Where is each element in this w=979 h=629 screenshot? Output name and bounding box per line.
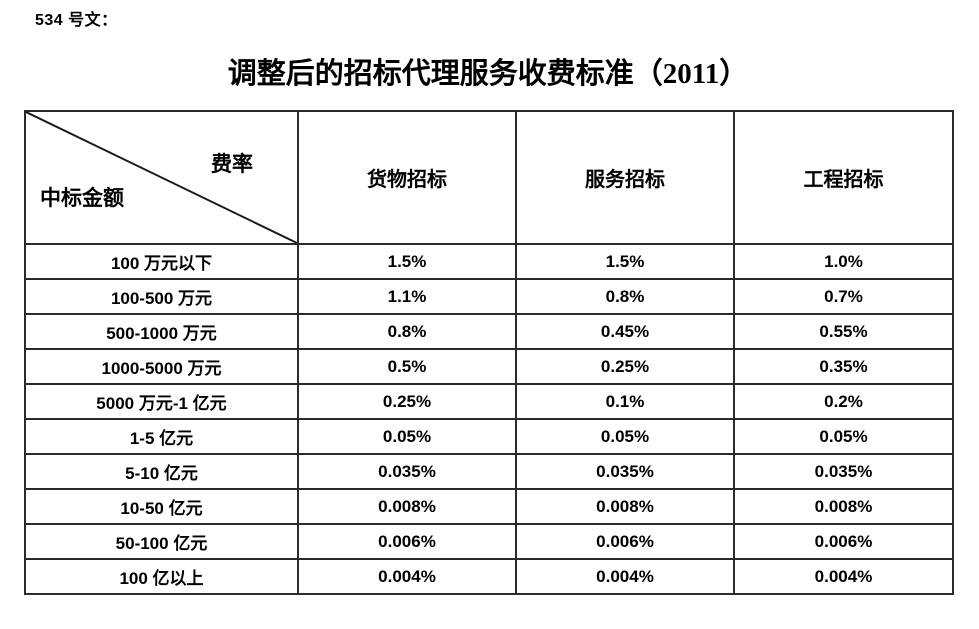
table-row: 100-500 万元 1.1% 0.8% 0.7%	[24, 278, 954, 315]
table-row: 5000 万元-1 亿元 0.25% 0.1% 0.2%	[24, 383, 954, 420]
fee-rate-table: 费率 中标金额 货物招标 服务招标 工程招标 100 万元以下 1.5% 1.5…	[24, 110, 954, 595]
row-label-cell: 500-1000 万元	[24, 313, 299, 350]
row-label-cell: 10-50 亿元	[24, 488, 299, 525]
diagonal-corner-cell: 费率 中标金额	[24, 110, 299, 245]
rate-cell: 0.006%	[297, 523, 517, 560]
row-label-cell: 100 亿以上	[24, 558, 299, 595]
table-row: 500-1000 万元 0.8% 0.45% 0.55%	[24, 313, 954, 350]
rate-cell: 0.1%	[515, 383, 735, 420]
rate-cell: 0.004%	[515, 558, 735, 595]
table-row: 5-10 亿元 0.035% 0.035% 0.035%	[24, 453, 954, 490]
rate-cell: 0.035%	[733, 453, 954, 490]
document-number-label: 534 号文：	[35, 12, 118, 29]
rate-cell: 0.008%	[297, 488, 517, 525]
rate-cell: 0.035%	[515, 453, 735, 490]
rate-cell: 1.1%	[297, 278, 517, 315]
table-row: 1-5 亿元 0.05% 0.05% 0.05%	[24, 418, 954, 455]
rate-cell: 0.006%	[515, 523, 735, 560]
rate-cell: 1.5%	[297, 243, 517, 280]
table-row: 100 亿以上 0.004% 0.004% 0.004%	[24, 558, 954, 595]
rate-cell: 0.05%	[297, 418, 517, 455]
table-row: 100 万元以下 1.5% 1.5% 1.0%	[24, 243, 954, 280]
rate-cell: 0.5%	[297, 348, 517, 385]
rate-cell: 1.0%	[733, 243, 954, 280]
rate-cell: 0.05%	[515, 418, 735, 455]
table-header-row: 费率 中标金额 货物招标 服务招标 工程招标	[24, 110, 954, 245]
rate-cell: 1.5%	[515, 243, 735, 280]
rate-cell: 0.25%	[297, 383, 517, 420]
column-header-goods: 货物招标	[297, 110, 517, 245]
rate-cell: 0.008%	[733, 488, 954, 525]
rate-cell: 0.004%	[297, 558, 517, 595]
rate-cell: 0.004%	[733, 558, 954, 595]
row-label-cell: 5-10 亿元	[24, 453, 299, 490]
corner-label-bid-amount: 中标金额	[40, 186, 124, 210]
row-label-cell: 1000-5000 万元	[24, 348, 299, 385]
column-header-service: 服务招标	[515, 110, 735, 245]
row-label-cell: 5000 万元-1 亿元	[24, 383, 299, 420]
rate-cell: 0.35%	[733, 348, 954, 385]
row-label-cell: 1-5 亿元	[24, 418, 299, 455]
rate-cell: 0.7%	[733, 278, 954, 315]
rate-cell: 0.8%	[297, 313, 517, 350]
table-row: 50-100 亿元 0.006% 0.006% 0.006%	[24, 523, 954, 560]
table-row: 1000-5000 万元 0.5% 0.25% 0.35%	[24, 348, 954, 385]
rate-cell: 0.05%	[733, 418, 954, 455]
row-label-cell: 100 万元以下	[24, 243, 299, 280]
row-label-cell: 50-100 亿元	[24, 523, 299, 560]
rate-cell: 0.008%	[515, 488, 735, 525]
row-label-cell: 100-500 万元	[24, 278, 299, 315]
rate-cell: 0.55%	[733, 313, 954, 350]
diagonal-divider-line	[26, 112, 297, 243]
rate-cell: 0.25%	[515, 348, 735, 385]
rate-cell: 0.035%	[297, 453, 517, 490]
rate-cell: 0.2%	[733, 383, 954, 420]
table-row: 10-50 亿元 0.008% 0.008% 0.008%	[24, 488, 954, 525]
rate-cell: 0.45%	[515, 313, 735, 350]
page-title: 调整后的招标代理服务收费标准（2011）	[227, 58, 749, 90]
rate-cell: 0.8%	[515, 278, 735, 315]
column-header-engineering: 工程招标	[733, 110, 954, 245]
rate-cell: 0.006%	[733, 523, 954, 560]
corner-label-rate: 费率	[211, 152, 253, 176]
